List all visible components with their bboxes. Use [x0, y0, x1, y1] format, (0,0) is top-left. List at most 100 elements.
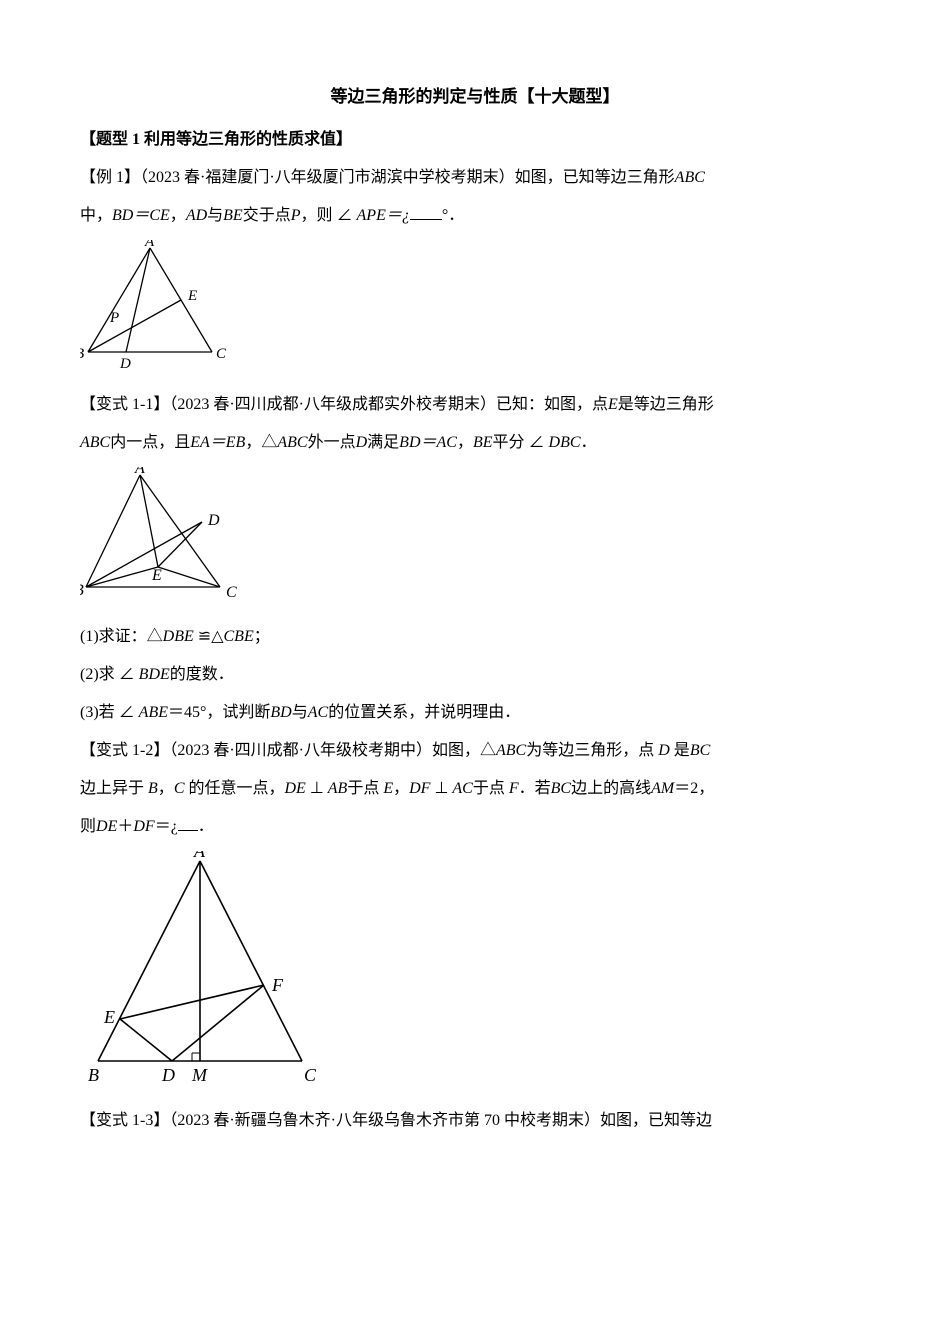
svg-text:D: D [207, 512, 220, 529]
var11-bdac: BD＝AC [399, 434, 457, 451]
var11-c2: ， [457, 434, 473, 451]
var12-eq2: ＝2， [674, 780, 714, 797]
ex1-be: BE [223, 207, 243, 224]
var12-df: DF [409, 780, 430, 797]
var11-yu: 与 [292, 704, 308, 721]
var12-per: ． [198, 818, 214, 835]
svg-text:B: B [88, 1065, 99, 1085]
var12-e2: E [383, 780, 393, 797]
ex1-deg: °． [442, 207, 464, 224]
var12-yuf: 于点 [473, 780, 509, 797]
triangle-diagram-3: ABCDMEF [80, 851, 330, 1091]
ex1-ape: APE＝¿ [357, 207, 410, 224]
var12-am: AM [651, 780, 674, 797]
var13-prefix: 【变式 1-3】（2023 春·新疆乌鲁木齐·八年级乌鲁木齐市第 70 中校考期… [80, 1112, 712, 1129]
var12-b: B [148, 780, 158, 797]
var12-mid: 为等边三角形，点 [526, 742, 658, 759]
var11-eaeb: EA＝EB [190, 434, 245, 451]
var12-plus: ＋ [117, 818, 133, 835]
ex1-text: 【例 1】（2023 春·福建厦门·八年级厦门市湖滨中学校考期末）如图，已知等边… [80, 162, 870, 194]
var11-line2: ABC内一点，且EA＝EB，△ABC外一点D满足BD＝AC，BE平分 ∠ DBC… [80, 427, 870, 459]
var11-q1a: (1)求证：△ [80, 628, 163, 645]
var11-per: ． [581, 434, 597, 451]
var11-q3: (3)若 ∠ ABE＝45°，试判断BD与AC的位置关系，并说明理由． [80, 697, 870, 729]
svg-text:C: C [226, 584, 237, 601]
var12-prefix: 【变式 1-2】（2023 春·四川成都·八年级校考期中）如图，△ [80, 742, 496, 759]
ex1-jiao: 交于点 [243, 207, 291, 224]
var11-q3a: (3)若 ∠ [80, 704, 139, 721]
var12-ze: 则 [80, 818, 96, 835]
svg-text:B: B [80, 582, 84, 599]
var11-pf: 平分 ∠ [493, 434, 549, 451]
ex1-c1: ， [170, 207, 186, 224]
var11-d: D [356, 434, 368, 451]
ex1-yu: 与 [207, 207, 223, 224]
var12-blank [178, 814, 198, 831]
var11-e: E [608, 396, 618, 413]
svg-text:A: A [193, 851, 206, 861]
doc-title: 等边三角形的判定与性质【十大题型】 [80, 80, 870, 114]
triangle-diagram-2: A B C D E [80, 467, 250, 607]
var12-ac2: AC [452, 780, 472, 797]
var12-cc: C [174, 780, 185, 797]
var11-pos: 的位置关系，并说明理由． [328, 704, 520, 721]
var12-yue: 于点 [347, 780, 383, 797]
var11-prefix: 【变式 1-1】（2023 春·四川成都·八年级成都实外校考期末）已知：如图，点 [80, 396, 608, 413]
ex1-ze: ，则 ∠ [301, 207, 357, 224]
var12-eq: ＝¿ [155, 818, 178, 835]
ex1-p: P [291, 207, 301, 224]
figure-ex1: ABCDEP [80, 240, 870, 375]
ex1-abc: ABC [675, 169, 705, 186]
var12-perp: ⊥ [306, 780, 328, 797]
var11-eq45: ＝45°，试判断 [168, 704, 270, 721]
svg-text:D: D [161, 1065, 175, 1085]
triangle-diagram-1: ABCDEP [80, 240, 240, 375]
var12-line3: 则DE＋DF＝¿ ． [80, 811, 870, 843]
svg-text:B: B [80, 346, 84, 362]
var11-q2a: (2)求 ∠ [80, 666, 139, 683]
var12-de: DE [285, 780, 306, 797]
ex1-bdce: BD＝CE [112, 207, 170, 224]
var12-line1: 【变式 1-2】（2023 春·四川成都·八年级校考期中）如图，△ABC为等边三… [80, 735, 870, 767]
ex1-prefix: 【例 1】（2023 春·福建厦门·八年级厦门市湖滨中学校考期末）如图，已知等边… [80, 169, 675, 186]
var12-ruo: ．若 [519, 780, 551, 797]
var11-bde: BDE [139, 666, 170, 683]
var11-c: ，△ [245, 434, 277, 451]
var12-bc2: BC [551, 780, 571, 797]
var11-bd: BD [270, 704, 291, 721]
var11-be2: BE [473, 434, 493, 451]
var12-perp2: ⊥ [430, 780, 452, 797]
var11-dbe: DBE [163, 628, 194, 645]
svg-text:A: A [144, 240, 155, 250]
ex1-line2: 中，BD＝CE，AD与BE交于点P，则 ∠ APE＝¿°． [80, 200, 870, 232]
var11-line1: 【变式 1-1】（2023 春·四川成都·八年级成都实外校考期末）已知：如图，点… [80, 389, 870, 421]
figure-var11: A B C D E [80, 467, 870, 607]
var11-abc: ABC [80, 434, 110, 451]
var12-c2: ， [393, 780, 409, 797]
var11-semi: ； [254, 628, 270, 645]
var12-deab: 的任意一点， [184, 780, 284, 797]
svg-text:E: E [187, 288, 197, 304]
var13-line1: 【变式 1-3】（2023 春·新疆乌鲁木齐·八年级乌鲁木齐市第 70 中校考期… [80, 1105, 870, 1137]
var11-abc2: ABC [277, 434, 307, 451]
var12-abc: ABC [496, 742, 526, 759]
var12-df2: DF [133, 818, 154, 835]
svg-text:A: A [134, 467, 145, 477]
var12-d: D [658, 742, 670, 759]
figure-var12: ABCDMEF [80, 851, 870, 1091]
var12-de2: DE [96, 818, 117, 835]
var11-q1: (1)求证：△DBE ≌△CBE； [80, 621, 870, 653]
svg-text:E: E [103, 1007, 115, 1027]
var12-gao: 边上的高线 [571, 780, 651, 797]
svg-text:P: P [109, 310, 119, 326]
svg-text:E: E [151, 567, 162, 584]
var11-cong: ≌△ [194, 628, 224, 645]
var12-c: ， [158, 780, 174, 797]
var11-abe: ABE [139, 704, 168, 721]
svg-text:D: D [119, 356, 131, 372]
section-header-1: 【题型 1 利用等边三角形的性质求值】 [80, 124, 870, 156]
var12-l2a: 边上异于 [80, 780, 148, 797]
var11-cbe: CBE [224, 628, 254, 645]
var11-mz: 满足 [367, 434, 399, 451]
ex1-ad: AD [186, 207, 207, 224]
